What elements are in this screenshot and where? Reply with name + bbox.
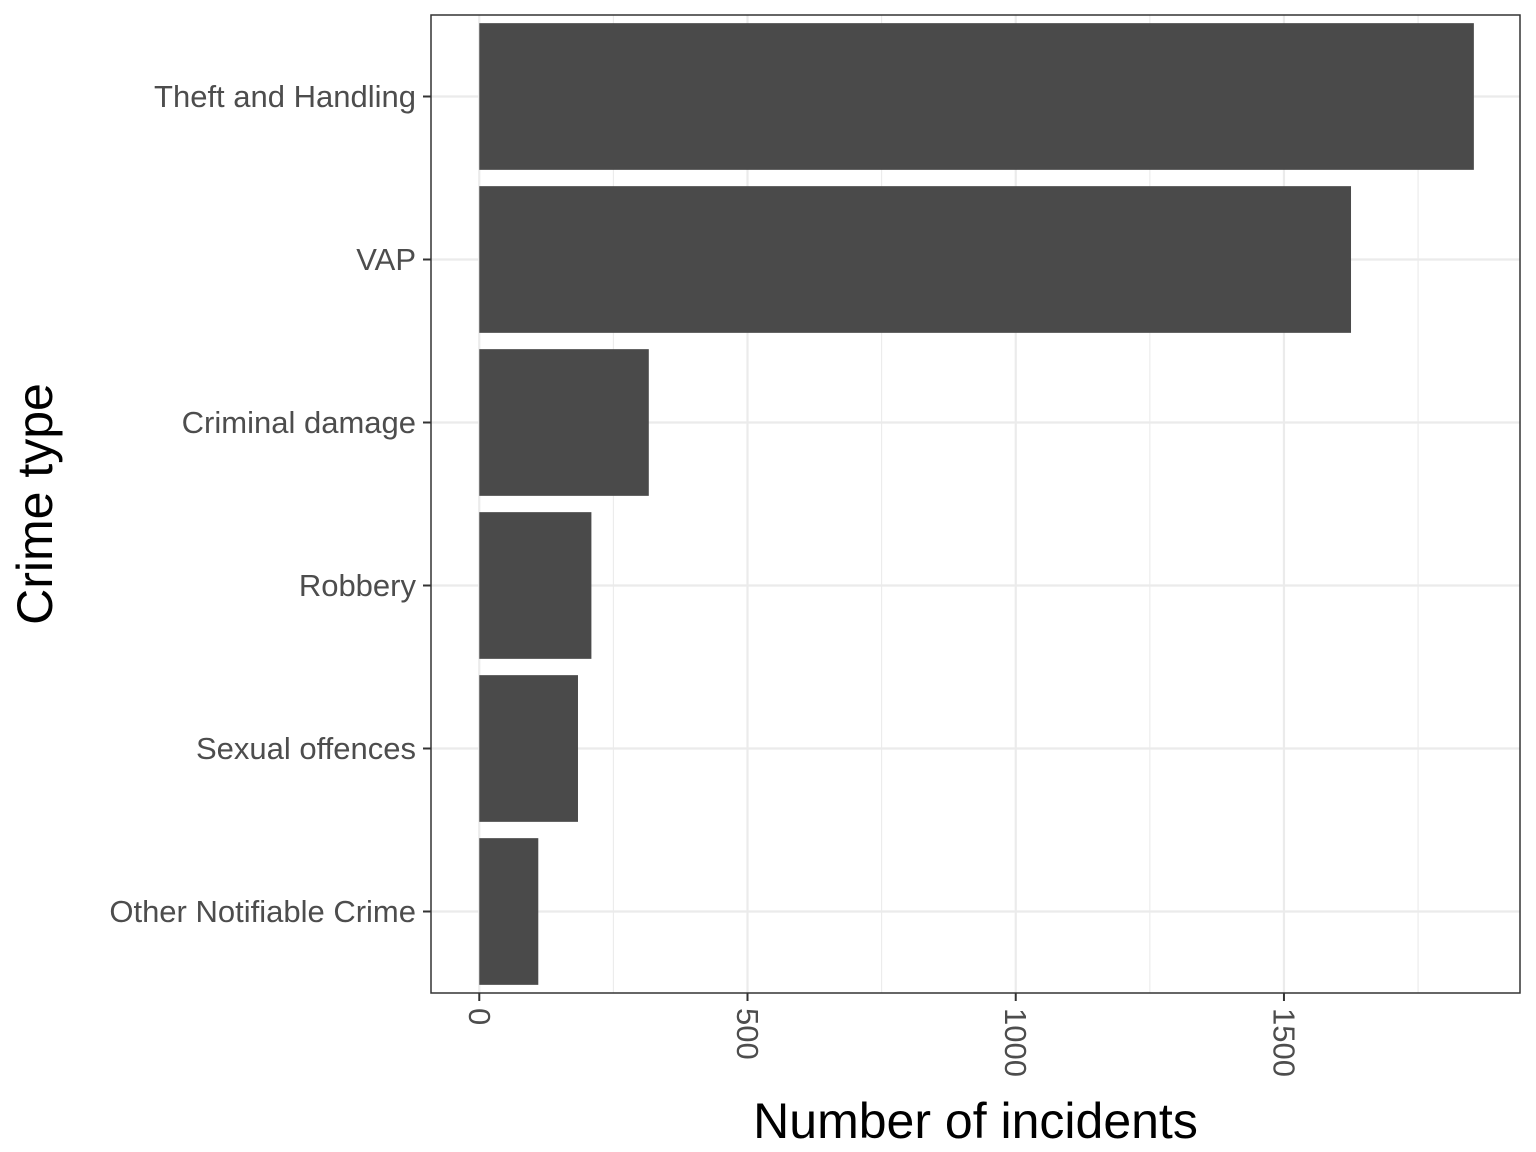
x-axis-title: Number of incidents [753,1093,1198,1149]
y-tick-label-vap: VAP [356,242,416,277]
bar-other-notifiable-crime [479,838,539,985]
y-tick-label-theft-and-handling: Theft and Handling [154,79,416,114]
bar-criminal-damage [479,349,649,496]
bar-theft-and-handling [479,23,1474,170]
y-tick-label-other-notifiable-crime: Other Notifiable Crime [109,894,416,929]
y-tick-label-sexual-offences: Sexual offences [196,731,416,766]
bars [479,23,1474,985]
minor-gridlines [612,15,1419,993]
x-tick-label-0: 0 [462,1008,497,1025]
x-tick-label-1500: 1500 [1266,1008,1301,1077]
x-tick-label-500: 500 [730,1008,765,1060]
y-tick-label-robbery: Robbery [299,568,417,603]
x-axis-ticks: 0 500 1000 1500 [462,993,1301,1077]
bar-robbery [479,512,592,659]
bar-vap [479,186,1352,333]
y-tick-label-criminal-damage: Criminal damage [182,405,416,440]
x-tick-label-1000: 1000 [998,1008,1033,1077]
y-axis-title: Crime type [7,383,63,625]
y-axis-ticks: Theft and Handling VAP Criminal damage Robb… [109,79,431,929]
panel-border [430,14,1521,994]
bar-sexual-offences [479,675,578,822]
